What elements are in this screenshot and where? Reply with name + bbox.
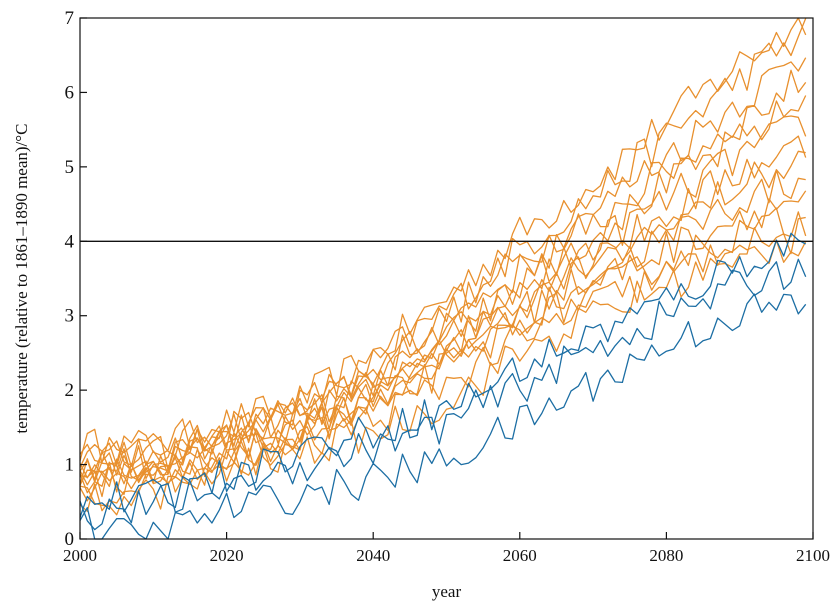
y-tick-label-0: 0 (65, 529, 75, 550)
x-tick-label-2060: 2060 (503, 546, 537, 565)
x-tick-label-2040: 2040 (356, 546, 390, 565)
y-tick-label-2: 2 (65, 380, 75, 401)
series-line-orange-10 (79, 190, 807, 502)
y-tick-label-6: 6 (65, 82, 75, 103)
series-line-blue-14 (79, 232, 807, 518)
series-line-blue-15 (79, 258, 807, 531)
y-tick-label-7: 7 (65, 8, 75, 29)
y-tick-label-1: 1 (65, 455, 75, 476)
series-layer (79, 17, 807, 540)
series-line-orange-6 (79, 115, 807, 485)
plot-frame (79, 17, 814, 540)
series-line-orange-13 (79, 239, 807, 516)
x-tick-label-2000: 2000 (63, 546, 97, 565)
x-tick-label-2100: 2100 (796, 546, 830, 565)
series-line-blue-16 (79, 293, 807, 540)
series-line-orange-4 (79, 69, 807, 478)
x-axis-label: year (432, 582, 462, 601)
ticks-layer: 2000 2020 2040 2060 2080 2100 0 1 2 3 4 5 6 7 (63, 8, 830, 565)
series-line-orange-5 (79, 95, 807, 483)
x-tick-label-2020: 2020 (210, 546, 244, 565)
y-tick-label-4: 4 (65, 231, 75, 252)
y-tick-label-5: 5 (65, 157, 75, 178)
series-line-orange-9 (79, 169, 806, 498)
x-tick-label-2080: 2080 (649, 546, 683, 565)
series-line-orange-2 (79, 18, 807, 468)
series-line-orange-3 (79, 57, 807, 466)
series-line-orange-7 (79, 135, 807, 488)
series-line-orange-12 (79, 216, 806, 512)
y-axis-label: temperature (relative to 1861–1890 mean)… (12, 124, 31, 434)
series-line-orange-8 (79, 150, 806, 494)
y-tick-label-3: 3 (65, 306, 75, 327)
